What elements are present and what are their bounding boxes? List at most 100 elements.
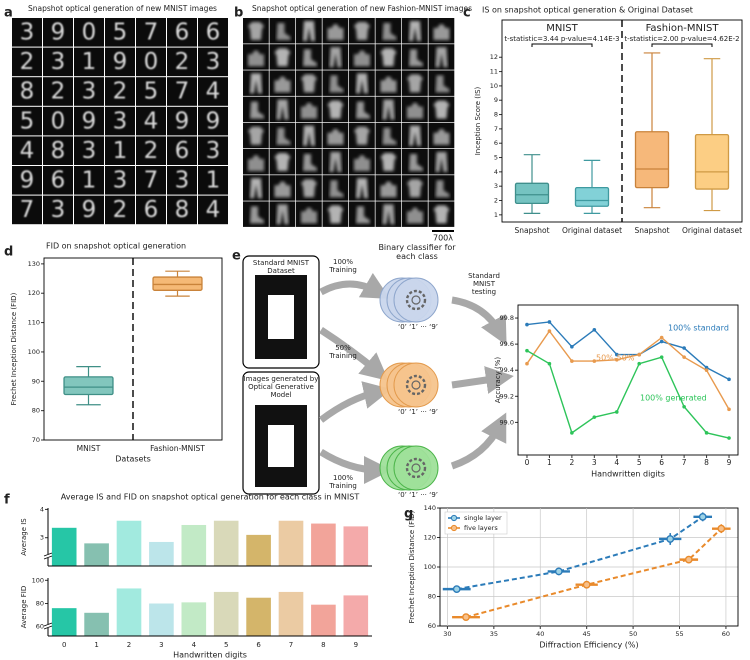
group-label: MNIST — [546, 23, 578, 34]
fashion-item — [248, 50, 264, 67]
digit: 2 — [113, 197, 128, 223]
fashion-item — [407, 74, 423, 93]
y-tick-label: 99.0 — [500, 418, 514, 426]
boot — [250, 101, 264, 119]
fashion-item — [382, 99, 395, 120]
arrows — [318, 272, 514, 484]
classifier-icon — [411, 295, 421, 305]
boot — [435, 75, 450, 93]
fashion-item — [433, 128, 450, 145]
y-tick-label: 60 — [428, 622, 436, 630]
x-tick-label: 9 — [354, 641, 358, 649]
point — [704, 365, 709, 370]
trousers — [329, 47, 342, 68]
digit-cell — [136, 106, 166, 136]
fashion-item — [303, 21, 315, 41]
digit: 9 — [82, 108, 97, 134]
x-tick-label: 5 — [637, 458, 642, 467]
fashion-item — [276, 127, 291, 145]
panel-title: Snapshot optical generation of new MNIST… — [28, 4, 217, 13]
digit-cell — [74, 136, 104, 165]
boot — [329, 180, 344, 198]
fashion-item — [354, 22, 370, 40]
shirt — [380, 153, 397, 171]
fashion-item — [435, 152, 448, 172]
digit-cell — [43, 166, 73, 195]
digit-cell — [198, 18, 228, 47]
digit: 3 — [175, 168, 190, 194]
fashion-item — [250, 101, 264, 119]
digit-cell — [105, 195, 135, 225]
trousers — [303, 21, 315, 41]
bar — [149, 541, 174, 566]
x-tick-label: 7 — [682, 458, 687, 467]
fashion-item — [433, 205, 450, 224]
point — [704, 431, 709, 435]
dataset-label: Images generated by Optical Generative M… — [243, 375, 319, 399]
y-tick-label: 99.4 — [500, 366, 514, 374]
digit: 1 — [82, 168, 97, 194]
box — [514, 182, 550, 205]
digit-cell — [167, 77, 197, 106]
digit-cell — [136, 47, 166, 77]
digit: 7 — [144, 20, 159, 46]
digit: 3 — [113, 108, 128, 134]
classifier-icon — [405, 289, 427, 311]
digit: 8 — [20, 79, 35, 105]
fashion-item — [303, 125, 315, 146]
digit: 3 — [20, 20, 35, 46]
legend-label: 50%-50% — [596, 354, 635, 363]
digit-cell — [167, 47, 197, 77]
point — [659, 335, 664, 340]
y-tick-label: 3 — [494, 182, 498, 190]
point — [717, 524, 726, 533]
digit-cell — [74, 47, 104, 77]
digit: 5 — [113, 20, 128, 46]
x-axis-label: Diffraction Efficiency (%) — [539, 641, 638, 650]
x-tick-label: 40 — [536, 630, 544, 638]
boot — [409, 154, 423, 171]
shirt — [327, 100, 344, 119]
shirt — [248, 126, 264, 145]
digit-cell — [105, 18, 135, 47]
digit-cell — [167, 166, 197, 195]
fashion-item — [380, 181, 397, 198]
bag — [354, 50, 370, 67]
digit: 2 — [175, 49, 190, 75]
fashion-item — [276, 99, 289, 120]
digit-cell — [12, 166, 42, 195]
point — [637, 352, 642, 357]
digit: 5 — [20, 108, 35, 134]
digit-cell — [167, 106, 197, 136]
fashion-item — [274, 153, 291, 171]
digit-cell — [74, 77, 104, 106]
legend-marker — [450, 514, 458, 522]
class-labels: ‘0’ ‘1’ ··· ‘9’ — [397, 323, 439, 331]
digit: 6 — [175, 138, 190, 164]
trousers — [382, 99, 395, 120]
training-label: 50% Training — [329, 344, 357, 360]
class-labels: ‘0’ ‘1’ ··· ‘9’ — [397, 408, 439, 416]
point — [570, 359, 574, 363]
bag — [354, 155, 370, 171]
annotation: t-statistic=2.00 p-value=4.62E-2 — [624, 35, 739, 43]
box — [63, 376, 114, 396]
y-tick-label: 70 — [32, 436, 40, 444]
point — [547, 361, 552, 366]
bar — [181, 602, 207, 636]
y-tick-label: 10 — [490, 82, 498, 90]
axis-break — [45, 624, 51, 628]
x-tick-label: 4 — [614, 458, 619, 467]
digit-cell — [12, 18, 42, 47]
panel-label: b — [234, 6, 243, 21]
fashion-item — [274, 181, 291, 198]
point — [727, 377, 731, 382]
digit: 6 — [51, 168, 66, 194]
y-axis-label: Accuracy (%) — [494, 357, 502, 404]
fashion-item — [354, 50, 370, 67]
point — [637, 361, 642, 366]
boot — [303, 49, 317, 67]
digit-cell — [43, 136, 73, 165]
classifier-icon — [411, 463, 421, 473]
digit: 9 — [206, 108, 221, 134]
